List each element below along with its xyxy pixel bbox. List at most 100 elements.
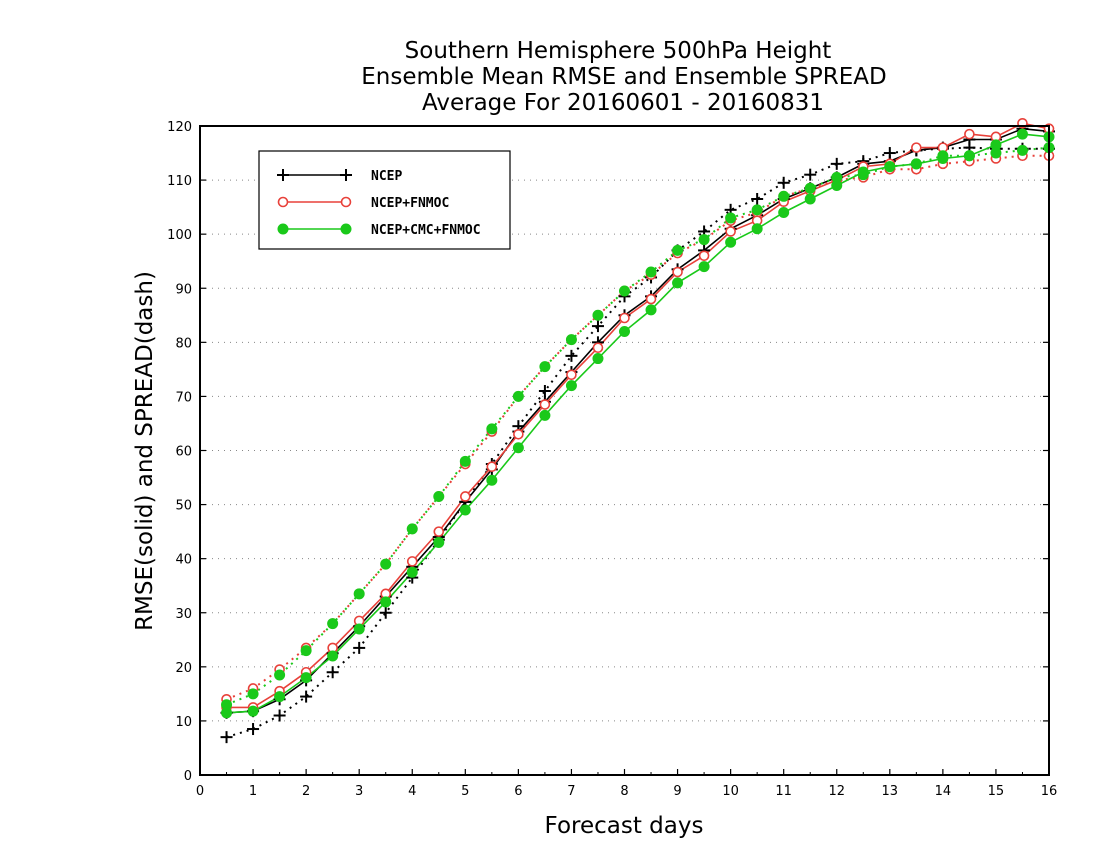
series-ncep-cmc-fnmoc-spread-point-16	[645, 266, 657, 278]
series-ncep-cmc-fnmoc-spread-point-21	[778, 190, 790, 202]
series-ncep-cmc-fnmoc-spread-point-6	[380, 558, 392, 570]
series-ncep-cmc-fnmoc-spread-point-22	[804, 182, 816, 194]
series-ncep-cmc-fnmoc-rmse-point-30	[1016, 128, 1028, 140]
series-ncep-cmc-fnmoc-rmse-point-24	[857, 166, 869, 178]
legend: NCEP NCEP+FNMOC NCEP+CMC+FNMOC	[258, 150, 511, 250]
y-tick-label-70: 70	[175, 390, 192, 405]
series-ncep-cmc-fnmoc-rmse-point-21	[778, 207, 790, 219]
series-ncep-cmc-fnmoc-spread-point-3	[300, 645, 312, 657]
series-ncep-fnmoc-rmse-point-12	[539, 399, 551, 410]
y-tick-label-100: 100	[167, 228, 192, 243]
series-ncep-cmc-fnmoc-spread-point-13	[565, 334, 577, 346]
series-ncep-fnmoc-rmse-point-28	[964, 128, 975, 140]
y-tick-label-80: 80	[175, 336, 192, 351]
series-ncep-cmc-fnmoc-spread-point-5	[353, 588, 365, 600]
legend-marker-right-ncep-fnmoc	[340, 196, 352, 208]
series-ncep-fnmoc-rmse-point-14	[592, 342, 604, 354]
series-ncep-cmc-fnmoc-spread-point-9	[459, 455, 471, 467]
series-ncep-cmc-fnmoc-rmse-point-5	[353, 623, 365, 635]
legend-box	[258, 150, 511, 250]
series-ncep-cmc-fnmoc-rmse-point-27	[937, 152, 949, 164]
series-ncep-cmc-fnmoc-rmse-point-28	[963, 150, 975, 162]
chart-title-line-2: Ensemble Mean RMSE and Ensemble SPREAD	[361, 64, 886, 90]
y-tick-label-0: 0	[184, 769, 192, 784]
x-tick-label-6: 6	[514, 784, 522, 799]
y-tick-label-30: 30	[175, 607, 192, 622]
series-ncep-cmc-fnmoc-rmse-point-0	[221, 707, 233, 719]
series-ncep-cmc-fnmoc-rmse-point-1	[247, 705, 259, 717]
series-ncep-spread-point-0	[220, 731, 233, 744]
series-ncep-cmc-fnmoc-rmse-point-26	[910, 158, 922, 170]
series-ncep-cmc-fnmoc-spread-point-20	[751, 204, 763, 216]
series-ncep-cmc-fnmoc-rmse-point-8	[433, 536, 445, 548]
series-ncep-cmc-fnmoc-rmse-point-20	[751, 223, 763, 235]
series-ncep-spread-point-4	[326, 666, 339, 679]
series-ncep-cmc-fnmoc-rmse-point-13	[565, 380, 577, 392]
series-ncep-cmc-fnmoc-rmse-point-9	[459, 504, 471, 516]
series-ncep-spread-point-6	[379, 606, 392, 619]
series-ncep-cmc-fnmoc-spread-point-1	[247, 688, 259, 700]
series-ncep-cmc-fnmoc-spread-point-18	[698, 234, 710, 246]
series-ncep-fnmoc-rmse-point-15	[619, 312, 630, 324]
series-ncep-spread-point-20	[751, 193, 764, 206]
series-ncep-cmc-fnmoc-spread-point-14	[592, 309, 604, 321]
series-ncep-spread-point-21	[777, 176, 790, 189]
series-ncep-cmc-fnmoc-rmse-point-16	[645, 304, 657, 316]
y-tick-label-10: 10	[175, 715, 192, 730]
series-ncep-cmc-fnmoc-rmse-point-25	[884, 161, 896, 173]
series-ncep-spread-point-5	[353, 641, 366, 654]
series-ncep-cmc-fnmoc-spread-point-17	[672, 244, 684, 256]
series-ncep-cmc-fnmoc-spread-point-4	[327, 618, 339, 630]
x-tick-label-8: 8	[620, 784, 628, 799]
legend-label-ncep: NCEP	[371, 169, 402, 184]
series-ncep-fnmoc-rmse-point-26	[911, 142, 922, 153]
x-tick-label-1: 1	[249, 784, 257, 799]
series-ncep-cmc-fnmoc-rmse-point-10	[486, 474, 498, 486]
series-ncep-cmc-fnmoc-spread-point-15	[619, 285, 630, 297]
legend-marker-left-ncep	[277, 169, 289, 181]
series-ncep-cmc-fnmoc-rmse-point-4	[327, 650, 339, 662]
series-ncep-fnmoc-rmse-point-13	[566, 369, 577, 381]
series-ncep-cmc-fnmoc-spread-point-19	[725, 212, 737, 224]
series-ncep-cmc-fnmoc-rmse-point-29	[990, 139, 1002, 151]
series-ncep-spread-point-1	[247, 723, 260, 736]
gridlines	[200, 179, 1049, 722]
series-ncep-spread-point-22	[804, 168, 817, 181]
x-tick-label-4: 4	[408, 784, 416, 799]
x-tick-label-10: 10	[722, 784, 739, 799]
series-ncep-fnmoc-rmse-point-10	[486, 461, 498, 473]
series-ncep-fnmoc-rmse-point-16	[645, 293, 657, 305]
series-ncep-fnmoc-rmse-point-11	[513, 428, 524, 440]
series-ncep-cmc-fnmoc-rmse-point-15	[619, 326, 630, 338]
y-tick-label-60: 60	[175, 445, 192, 460]
series-ncep-cmc-fnmoc-rmse-point-23	[831, 179, 843, 191]
series-ncep-spread-point-13	[565, 349, 578, 362]
x-tick-label-16: 16	[1041, 784, 1058, 799]
legend-marker-right-ncep-cmc-fnmoc	[340, 223, 352, 235]
series-ncep-cmc-fnmoc-rmse-point-12	[539, 409, 551, 421]
series-ncep-cmc-fnmoc-rmse-point-2	[274, 691, 286, 703]
series-ncep-fnmoc-rmse-point-7	[406, 556, 418, 567]
series-ncep-cmc-fnmoc-rmse-point-7	[406, 566, 418, 578]
series-ncep-fnmoc-rmse-point-17	[672, 266, 683, 278]
legend-label-ncep-cmc-fnmoc: NCEP+CMC+FNMOC	[371, 223, 481, 238]
series-ncep-cmc-fnmoc-rmse-point-6	[380, 596, 392, 608]
x-tick-label-9: 9	[673, 784, 681, 799]
legend-marker-right-ncep	[340, 169, 352, 181]
series-ncep-cmc-fnmoc-rmse-point-18	[698, 261, 710, 273]
y-axis-label: RMSE(solid) and SPREAD(dash)	[132, 271, 158, 631]
chart-title-line-3: Average For 20160601 - 20160831	[422, 90, 824, 116]
series-ncep-cmc-fnmoc-spread-point-8	[433, 490, 445, 502]
x-axis-label: Forecast days	[545, 813, 704, 839]
x-tick-label-12: 12	[828, 784, 845, 799]
chart-title-line-1: Southern Hemisphere 500hPa Height	[405, 38, 832, 64]
y-tick-label-120: 120	[167, 120, 192, 135]
x-tick-label-13: 13	[882, 784, 899, 799]
series-ncep-cmc-fnmoc-rmse-point-19	[725, 236, 737, 248]
series-ncep-cmc-fnmoc-spread-point-11	[512, 390, 524, 402]
series-ncep-cmc-fnmoc-spread-point-30	[1016, 144, 1028, 156]
series-ncep-spread-point-2	[273, 709, 286, 722]
y-tick-label-90: 90	[175, 282, 192, 297]
x-tick-label-15: 15	[988, 784, 1005, 799]
